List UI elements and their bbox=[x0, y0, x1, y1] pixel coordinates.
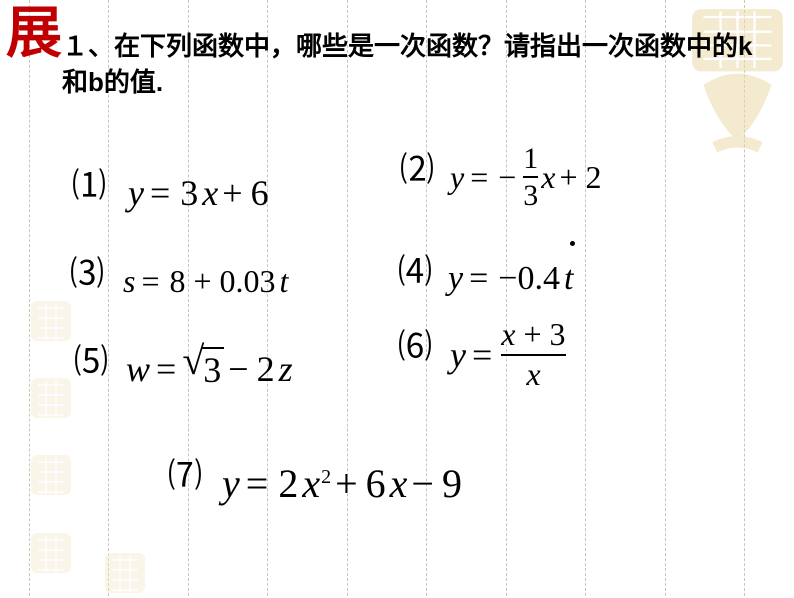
equation-7: ⑺ y = 2x2 + 6x − 9 bbox=[168, 448, 466, 507]
grid-line bbox=[29, 0, 30, 596]
question-text: １、在下列函数中，哪些是一次函数？请指出一次函数中的k和b的值. bbox=[62, 28, 764, 101]
equation-3: ⑶ s = 8 + 0.03t bbox=[70, 246, 288, 300]
section-marker: 展 bbox=[6, 0, 62, 69]
equation-4: ⑷ y = −0.4t bbox=[398, 244, 573, 298]
watermark-seal-small bbox=[26, 296, 76, 346]
equation-1: ⑴ y = 3x + 6 bbox=[72, 158, 273, 214]
equation-5: ⑸ w = √ 3 − 2z bbox=[74, 334, 293, 391]
watermark-seal-small bbox=[26, 450, 76, 500]
equation-2: ⑵ y = − 1 3 x + 2 bbox=[400, 142, 606, 212]
watermark-seal-small bbox=[26, 373, 76, 423]
equation-6: ⑹ y = x + 3 x bbox=[398, 318, 569, 391]
watermark-seal-small bbox=[26, 528, 76, 578]
